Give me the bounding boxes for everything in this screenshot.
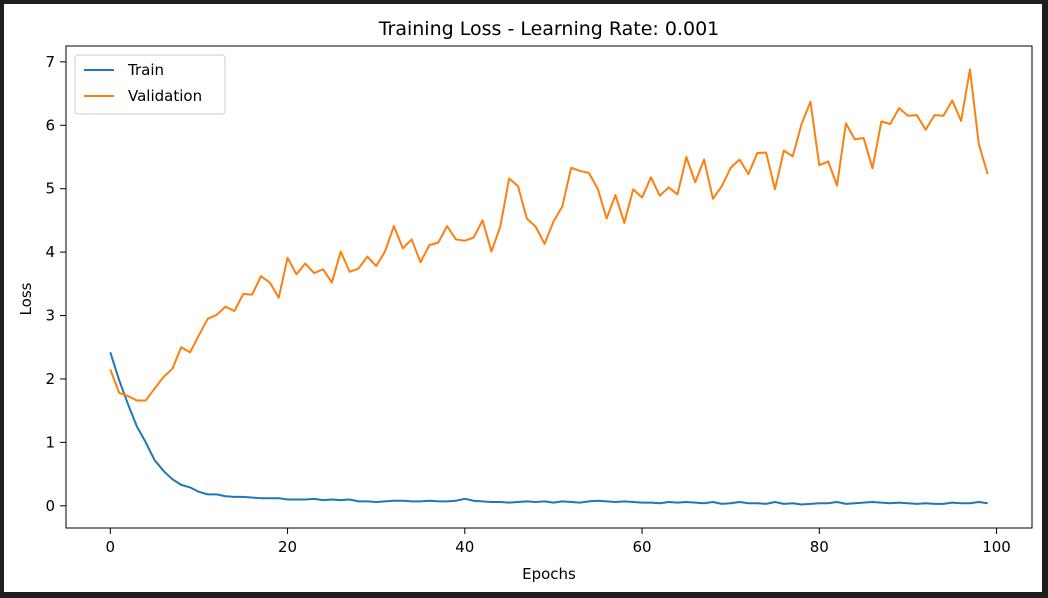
series-line-validation xyxy=(109,68,989,402)
legend-label-validation: Validation xyxy=(128,87,202,105)
x-tick-label: 100 xyxy=(982,538,1011,556)
y-tick-label: 0 xyxy=(45,497,55,515)
x-tick-label: 20 xyxy=(278,538,297,556)
y-tick-label: 6 xyxy=(45,116,55,134)
y-tick-label: 2 xyxy=(45,370,55,388)
chart-title: Training Loss - Learning Rate: 0.001 xyxy=(378,18,720,40)
plot-area: 0 20 40 60 80 100 0 1 2 3 4 5 6 7 Train Validation xyxy=(45,45,1033,556)
y-tick-label: 7 xyxy=(45,53,55,71)
y-axis-label: Loss xyxy=(17,282,35,315)
y-tick-label: 4 xyxy=(45,243,55,261)
x-tick-label: 0 xyxy=(106,538,116,556)
x-tick-label: 40 xyxy=(455,538,474,556)
x-tick-label: 80 xyxy=(810,538,829,556)
x-tick-label: 60 xyxy=(633,538,652,556)
y-tick-label: 5 xyxy=(45,180,55,198)
y-tick-label: 3 xyxy=(45,307,55,325)
chart-frame: 0 20 40 60 80 100 0 1 2 3 4 5 6 7 Train Validation Trai… xyxy=(4,4,1042,592)
axes-frame xyxy=(65,45,1033,529)
legend: Train Validation xyxy=(74,54,226,115)
loss-chart: 0 20 40 60 80 100 0 1 2 3 4 5 6 7 Train Validation Trai… xyxy=(17,18,1033,583)
x-axis-label: Epochs xyxy=(522,565,576,583)
y-tick-label: 1 xyxy=(45,433,55,451)
series-line-train xyxy=(109,352,988,506)
legend-label-train: Train xyxy=(127,61,164,79)
